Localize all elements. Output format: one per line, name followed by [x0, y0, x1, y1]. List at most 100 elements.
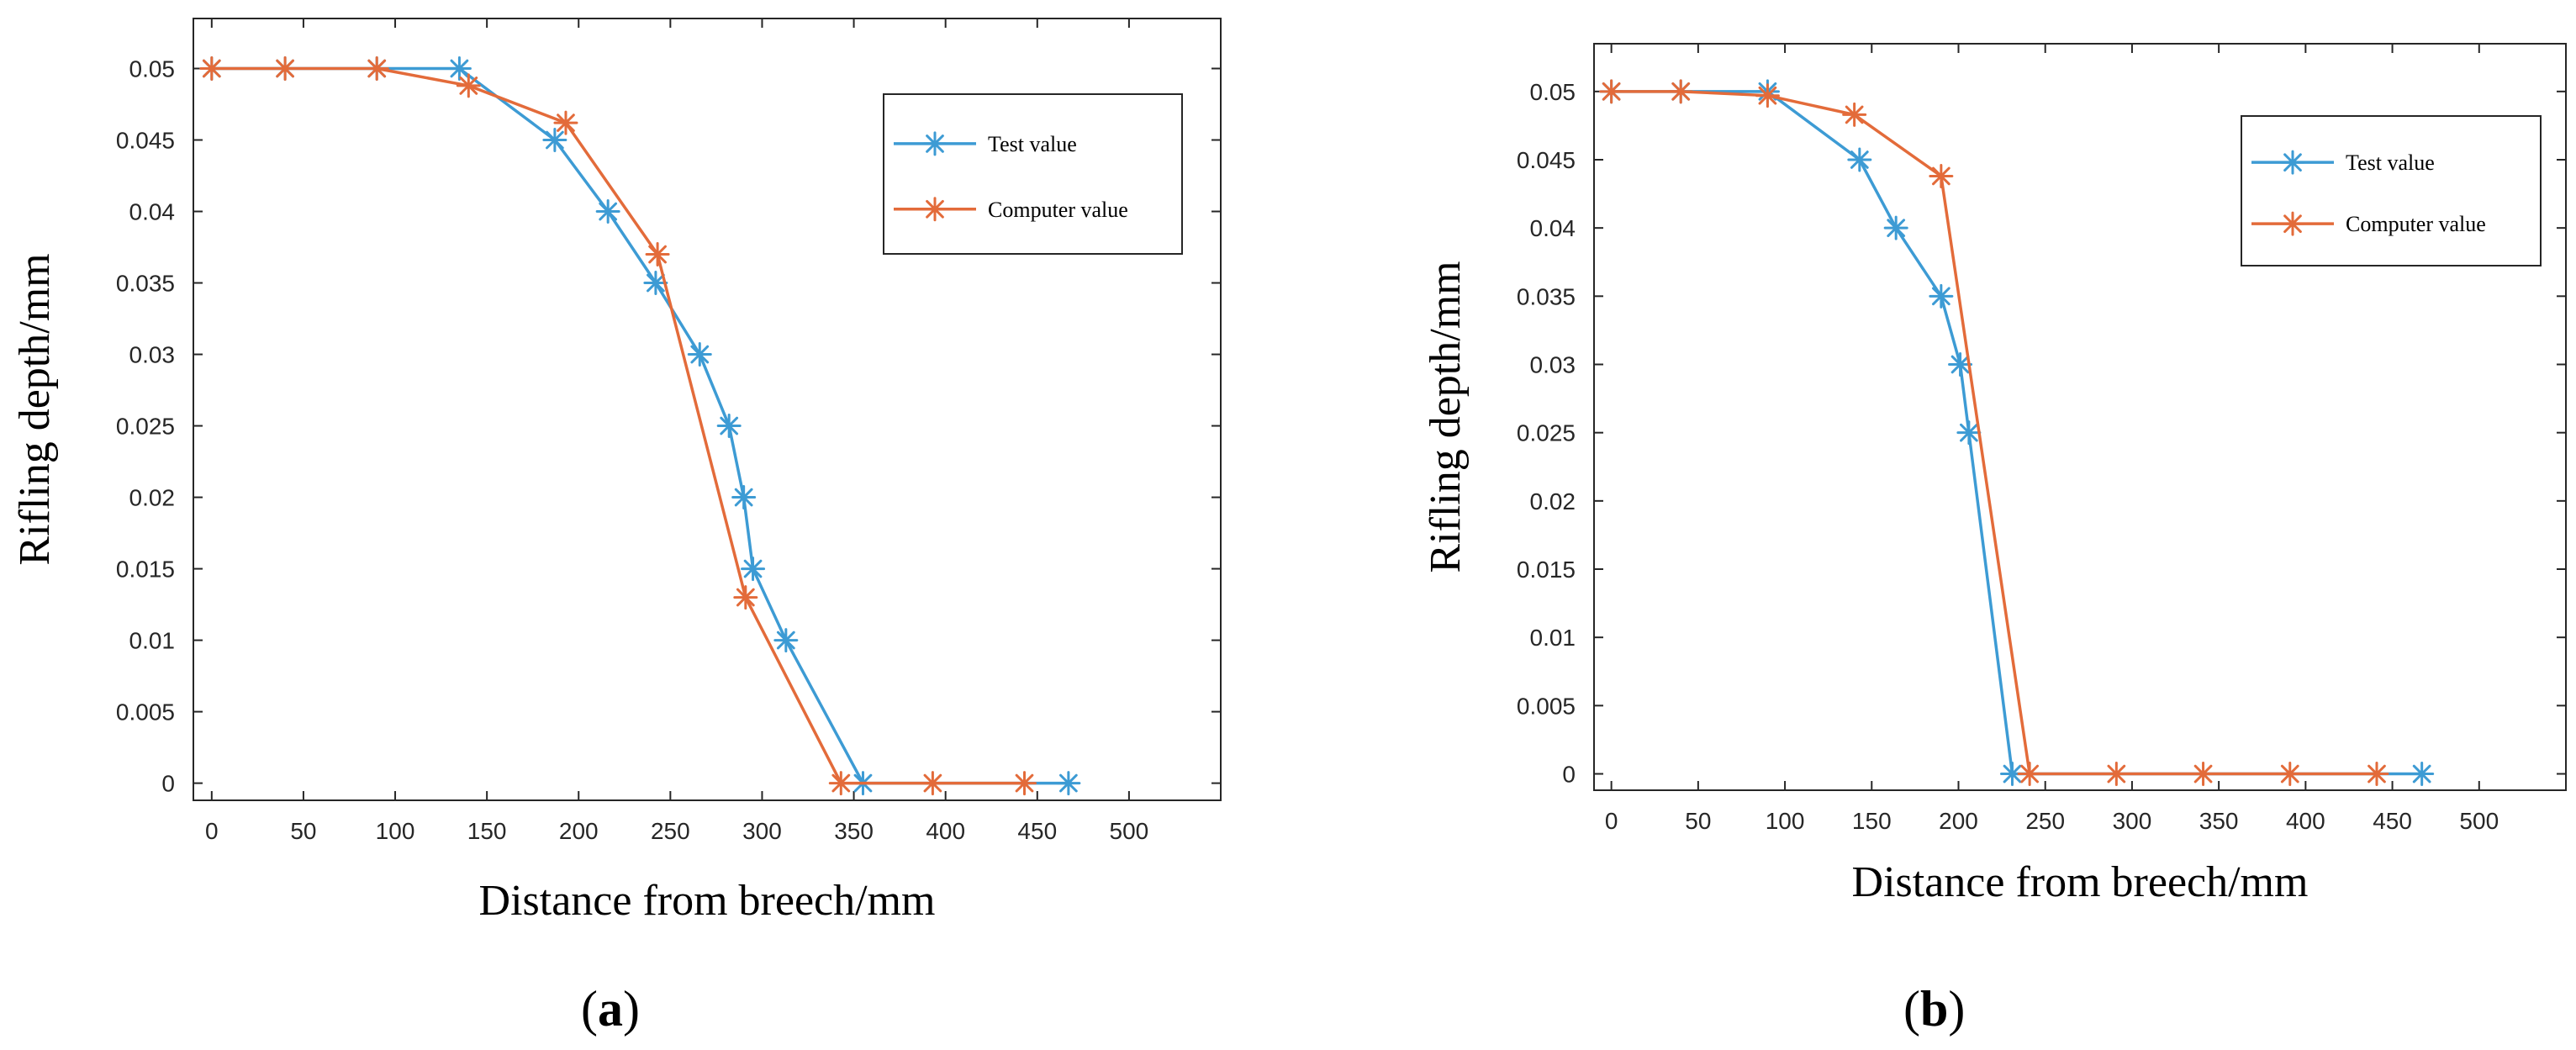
panel-label-close: )	[1948, 981, 1965, 1037]
marker-stroke	[1758, 86, 1777, 105]
data-point	[1948, 351, 1973, 377]
panel-label-open: (	[1903, 981, 1920, 1037]
x-tick-label: 350	[834, 818, 874, 844]
data-point	[1755, 83, 1780, 108]
data-point	[456, 73, 481, 98]
marker-stroke	[647, 273, 665, 293]
marker-stroke	[450, 59, 469, 78]
y-tick-label: 0.015	[116, 557, 175, 583]
x-tick-label: 200	[1939, 808, 1978, 834]
legend: Test value Computer value	[883, 93, 1183, 255]
x-tick-label: 0	[1605, 808, 1618, 834]
marker-stroke	[557, 113, 575, 132]
marker-stroke	[734, 488, 753, 507]
series-computer-value	[199, 56, 1037, 796]
series-line	[1611, 90, 2422, 776]
data-point	[446, 56, 472, 82]
marker-stroke	[776, 631, 795, 650]
y-tick-label: 0.05	[1530, 79, 1576, 105]
x-tick-label: 100	[1766, 808, 1805, 834]
marker-stroke	[1602, 82, 1621, 101]
data-point	[733, 585, 758, 610]
y-tick-label: 0	[1562, 762, 1576, 788]
x-tick-label: 100	[376, 818, 415, 844]
legend-label: Computer value	[2346, 212, 2486, 236]
y-tick-label: 0.025	[1517, 420, 1576, 446]
data-point	[1012, 771, 1037, 796]
legend-label: Test value	[988, 132, 1077, 156]
y-tick-label: 0.03	[129, 342, 176, 368]
data-point	[2104, 762, 2129, 787]
marker-stroke	[599, 202, 618, 221]
panel-label-open: (	[581, 981, 598, 1037]
panel-label-close: )	[623, 981, 640, 1037]
marker-stroke	[2020, 764, 2039, 784]
legend-label: Test value	[2346, 150, 2435, 175]
marker-stroke	[1845, 105, 1864, 124]
marker-stroke	[1059, 773, 1078, 793]
series-line	[211, 66, 1069, 785]
marker-stroke	[1887, 219, 1906, 238]
marker-stroke	[2283, 214, 2302, 234]
data-point	[1956, 420, 1982, 446]
data-point	[1056, 771, 1081, 796]
data-point	[542, 128, 567, 153]
y-tick-label: 0.01	[129, 628, 176, 654]
marker-stroke	[831, 773, 851, 793]
data-point	[1847, 147, 1872, 172]
marker-stroke	[1960, 423, 1978, 442]
marker-stroke	[2283, 153, 2302, 172]
x-tick-label: 300	[2113, 808, 2152, 834]
data-point	[2364, 762, 2389, 787]
data-point	[773, 628, 799, 653]
data-point	[1842, 102, 1867, 127]
x-tick-label: 350	[2199, 808, 2239, 834]
legend-marker	[922, 197, 948, 222]
x-tick-label: 300	[742, 818, 782, 844]
x-tick-label: 150	[1852, 808, 1892, 834]
y-tick-label: 0.02	[129, 485, 176, 511]
marker-stroke	[743, 559, 763, 578]
marker-stroke	[1931, 166, 1950, 186]
marker-stroke	[546, 130, 564, 150]
legend-item-test-value: Test value	[894, 131, 1077, 156]
data-point	[1929, 163, 1954, 188]
y-tick-label: 0.02	[1530, 488, 1576, 514]
y-tick-label: 0.04	[1530, 215, 1576, 241]
panel-label-letter: b	[1920, 981, 1948, 1037]
marker-stroke	[202, 59, 221, 78]
chart-panel-b: 0 50 100 150 200 250 300 350 400 450 500 0 0.005 0.01…	[1422, 43, 2567, 1037]
data-point	[920, 771, 945, 796]
data-point	[1599, 79, 1624, 104]
data-point	[1929, 283, 1954, 309]
data-point	[595, 199, 620, 224]
marker-stroke	[648, 245, 667, 264]
y-tick-label: 0.025	[116, 414, 175, 440]
marker-stroke	[459, 77, 478, 95]
marker-stroke	[1850, 150, 1869, 169]
data-point	[2410, 762, 2435, 787]
chart-panel-a: 0 50 100 150 200 250 300 350 400 450 500 0 0.005 0.01…	[11, 18, 1222, 1037]
marker-stroke	[2107, 764, 2126, 784]
marker-stroke	[2280, 764, 2299, 784]
marker-stroke	[367, 59, 387, 78]
data-point	[716, 414, 742, 439]
y-tick-label: 0.005	[1517, 693, 1576, 719]
marker-stroke	[2412, 764, 2431, 784]
x-tick-label: 400	[926, 818, 965, 844]
legend-item-computer-value: Computer value	[2251, 211, 2486, 236]
y-tick-label: 0.045	[116, 128, 175, 154]
marker-stroke	[1015, 773, 1034, 793]
marker-stroke	[736, 588, 755, 607]
y-tick-label: 0.005	[116, 699, 175, 726]
data-point	[272, 56, 298, 82]
data-point	[2191, 762, 2216, 787]
y-tick-label: 0	[161, 771, 175, 797]
data-point	[553, 110, 578, 135]
marker-stroke	[923, 773, 942, 793]
data-point	[2278, 762, 2303, 787]
x-tick-label: 250	[651, 818, 690, 844]
x-tick-label: 150	[467, 818, 507, 844]
data-point	[645, 242, 670, 267]
